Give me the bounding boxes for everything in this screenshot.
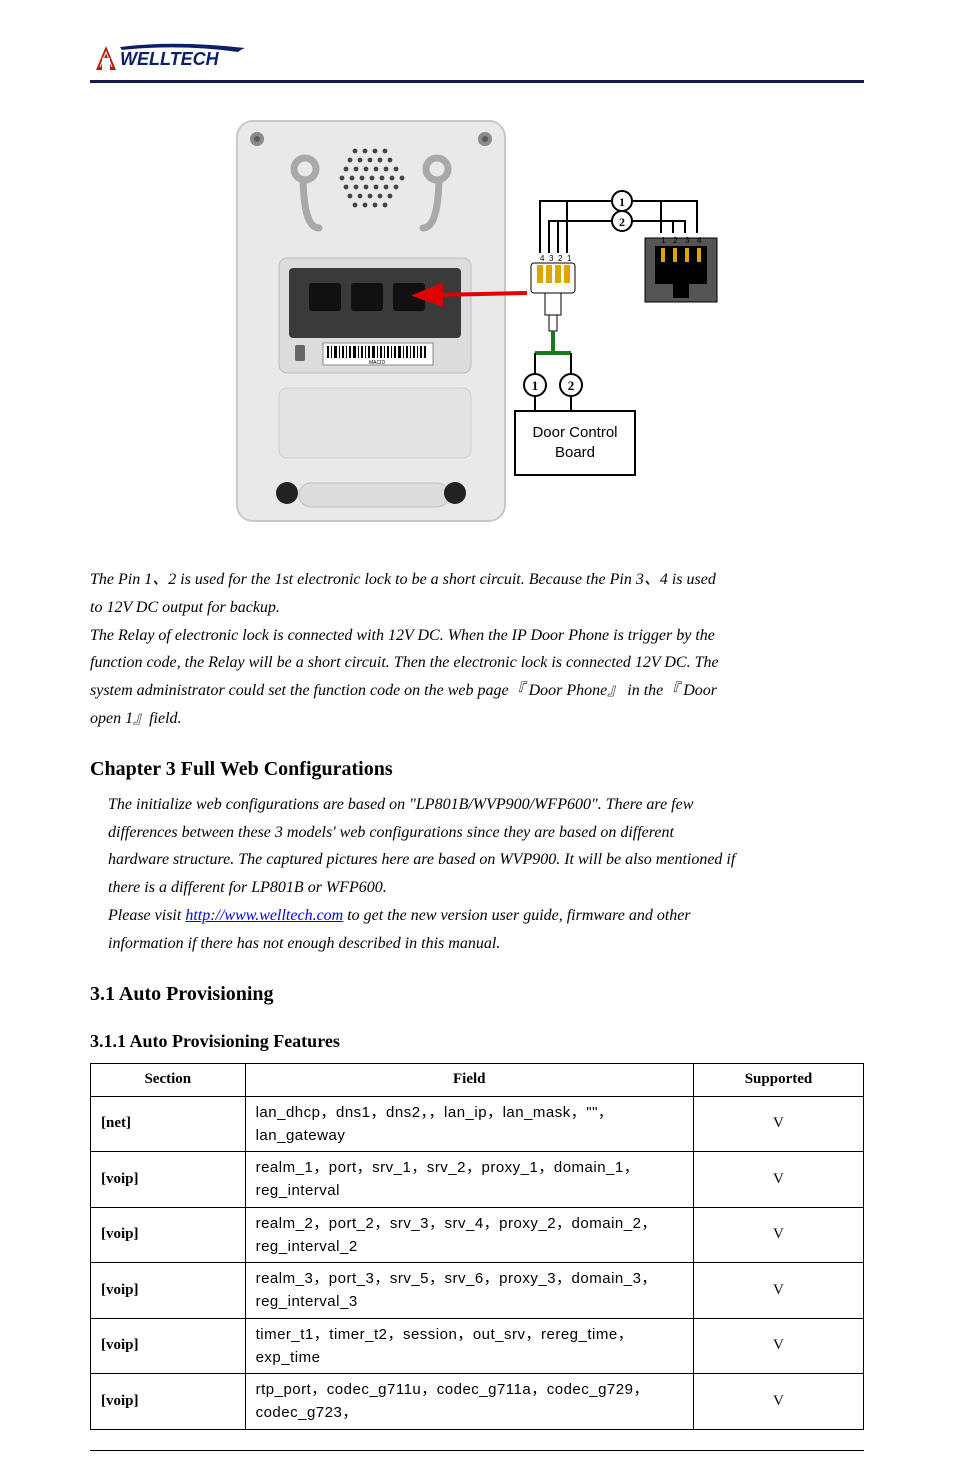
cell-supported: V: [693, 1207, 863, 1263]
p2-l5b: to get the new version user guide, firmw…: [343, 907, 690, 924]
cell-field: realm_3，port_3，srv_5，srv_6，proxy_3，domai…: [245, 1263, 693, 1319]
p2-l5a: Please visit: [108, 907, 185, 924]
cell-field: realm_2，port_2，srv_3，srv_4，proxy_2，domai…: [245, 1207, 693, 1263]
svg-text:4: 4: [697, 236, 702, 245]
table-row: [voip] realm_1，port，srv_1，srv_2，proxy_1，…: [91, 1152, 864, 1208]
diagram-marker-1-b: 1: [532, 378, 539, 393]
cell-supported: V: [693, 1263, 863, 1319]
cell-section: [voip]: [91, 1374, 246, 1430]
svg-text:3: 3: [549, 254, 554, 263]
svg-text:2: 2: [673, 236, 678, 245]
auto-provisioning-table: Section Field Supported [net] lan_dhcp，d…: [90, 1063, 864, 1429]
svg-text:4: 4: [540, 254, 545, 263]
svg-text:3: 3: [685, 236, 690, 245]
p1-l4: function code, the Relay will be a short…: [90, 651, 864, 676]
table-row: [voip] rtp_port，codec_g711u，codec_g711a，…: [91, 1374, 864, 1430]
cell-supported: V: [693, 1374, 863, 1430]
p2-l3: hardware structure. The captured picture…: [108, 848, 864, 873]
device-diagram-svg: MACID 4 3 2 1 1 2 3 4: [227, 113, 727, 533]
cell-field: rtp_port，codec_g711u，codec_g711a，codec_g…: [245, 1374, 693, 1430]
svg-text:2: 2: [558, 254, 563, 263]
col-supported: Supported: [693, 1064, 863, 1096]
chapter-title: Chapter 3 Full Web Configurations: [90, 754, 864, 785]
col-field: Field: [245, 1064, 693, 1096]
p2-l6: information if there has not enough desc…: [108, 932, 864, 957]
cell-section: [voip]: [91, 1152, 246, 1208]
header-divider: [90, 80, 864, 83]
device-diagram: MACID 4 3 2 1 1 2 3 4: [90, 113, 864, 533]
welltech-logo: WELLTECH: [90, 40, 250, 76]
cell-field: lan_dhcp，dns1，dns2，，lan_ip，lan_mask，""，l…: [245, 1096, 693, 1152]
diagram-red-arrow: [435, 293, 527, 295]
table-row: [net] lan_dhcp，dns1，dns2，，lan_ip，lan_mas…: [91, 1096, 864, 1152]
diagram-marker-2-a: 2: [619, 215, 625, 229]
header: WELLTECH: [90, 40, 864, 76]
door-control-label-l2: Board: [555, 444, 595, 461]
body-text: The Pin 1、2 is used for the 1st electron…: [90, 568, 864, 1430]
logo-svg: WELLTECH: [90, 40, 250, 76]
cell-supported: V: [693, 1318, 863, 1374]
p1-l1: The Pin 1、2 is used for the 1st electron…: [90, 568, 864, 593]
cell-supported: V: [693, 1096, 863, 1152]
diagram-marker-1-a: 1: [619, 195, 625, 209]
svg-text:MACID: MACID: [369, 360, 386, 366]
cell-section: [voip]: [91, 1263, 246, 1319]
cell-field: realm_1，port，srv_1，srv_2，proxy_1，domain_…: [245, 1152, 693, 1208]
footer-divider: [90, 1450, 864, 1451]
cell-supported: V: [693, 1152, 863, 1208]
p1-l3: The Relay of electronic lock is connecte…: [90, 624, 864, 649]
p1-l5: system administrator could set the funct…: [90, 679, 864, 704]
p2-l4: there is a different for LP801B or WFP60…: [108, 876, 864, 901]
door-control-label-l1: Door Control: [532, 424, 617, 441]
table-row: [voip] realm_3，port_3，srv_5，srv_6，proxy_…: [91, 1263, 864, 1319]
section-3-1: 3.1 Auto Provisioning: [90, 979, 864, 1010]
p1-l6: open 1』field.: [90, 707, 864, 732]
p1-l2: to 12V DC output for backup.: [90, 596, 864, 621]
section-3-1-1: 3.1.1 Auto Provisioning Features: [90, 1028, 864, 1056]
logo-text: WELLTECH: [120, 49, 220, 69]
table-header-row: Section Field Supported: [91, 1064, 864, 1096]
p2-l2: differences between these 3 models' web …: [108, 821, 864, 846]
col-section: Section: [91, 1064, 246, 1096]
table-row: [voip] realm_2，port_2，srv_3，srv_4，proxy_…: [91, 1207, 864, 1263]
diagram-marker-2-b: 2: [568, 378, 575, 393]
p2-l1: The initialize web configurations are ba…: [108, 793, 864, 818]
p2-l5: Please visit http://www.welltech.com to …: [108, 904, 864, 929]
cell-section: [net]: [91, 1096, 246, 1152]
svg-text:1: 1: [567, 254, 572, 263]
cell-field: timer_t1，timer_t2，session，out_srv，rereg_…: [245, 1318, 693, 1374]
cell-section: [voip]: [91, 1207, 246, 1263]
table-row: [voip] timer_t1，timer_t2，session，out_srv…: [91, 1318, 864, 1374]
welltech-link[interactable]: http://www.welltech.com: [185, 907, 343, 924]
svg-text:1: 1: [661, 236, 666, 245]
cell-section: [voip]: [91, 1318, 246, 1374]
